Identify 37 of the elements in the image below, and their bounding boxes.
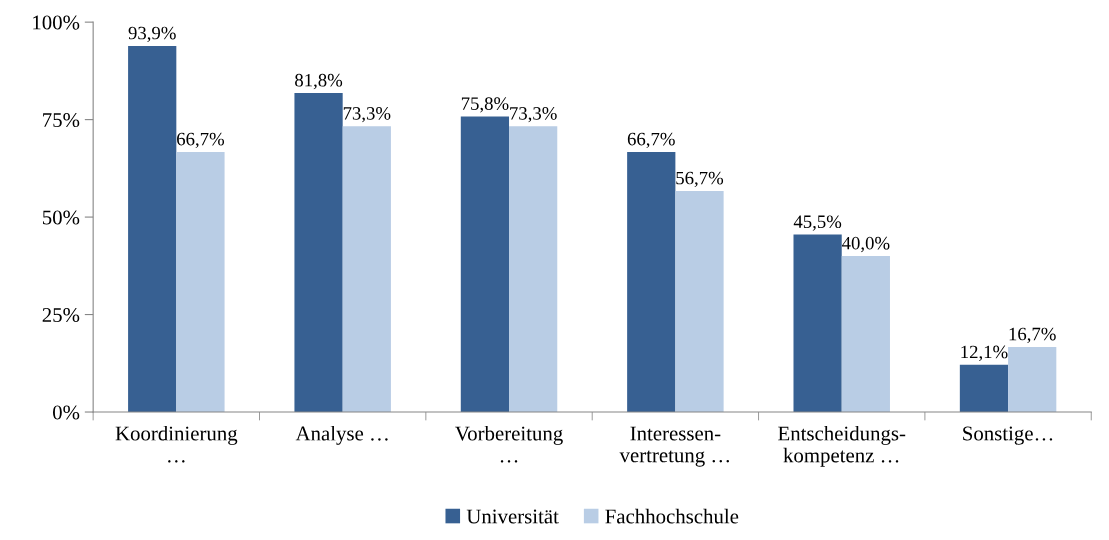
y-tick-label: 0% (52, 405, 80, 420)
bar (1008, 346, 1057, 413)
data-label: 66,7% (177, 132, 225, 149)
y-tick-label: 75% (43, 112, 80, 128)
x-tick-label: Interessen- vertretung … (619, 426, 729, 467)
bar (128, 45, 177, 413)
bar (176, 151, 225, 413)
x-tick-label: Sonstige… (963, 426, 1053, 445)
bar (509, 126, 558, 413)
x-tick-label: Entscheidungs- kompetenz … (778, 425, 906, 467)
bar (294, 93, 343, 413)
bar (959, 364, 1009, 413)
data-label: 73,3% (510, 107, 557, 123)
x-tick-label: Koordinierung … (115, 425, 238, 463)
data-label: 12,1% (961, 345, 1008, 361)
data-label: 56,7% (676, 171, 724, 188)
data-label: 81,8% (295, 73, 343, 90)
bar (342, 126, 391, 413)
y-tick-label: 100% (33, 15, 80, 30)
data-label: 93,9% (128, 26, 176, 43)
bar (675, 190, 724, 413)
legend-label: Universität (466, 509, 559, 524)
bar (793, 234, 842, 413)
data-label: 75,8% (461, 97, 509, 113)
data-label: 66,7% (627, 132, 675, 149)
y-tick-label: 25% (42, 307, 80, 323)
bar (841, 256, 890, 413)
bar (627, 151, 676, 413)
data-label: 45,5% (793, 215, 842, 231)
data-label: 40,0% (842, 236, 890, 253)
x-tick-label: Vorbereitung … (455, 425, 563, 463)
x-tick-label: Analyse … (295, 425, 388, 445)
y-tick-label: 50% (42, 210, 80, 225)
data-label: 16,7% (1009, 327, 1056, 344)
data-label: 73,3% (343, 107, 391, 123)
bar (460, 116, 510, 413)
legend-label: Fachhochschule (605, 508, 739, 524)
